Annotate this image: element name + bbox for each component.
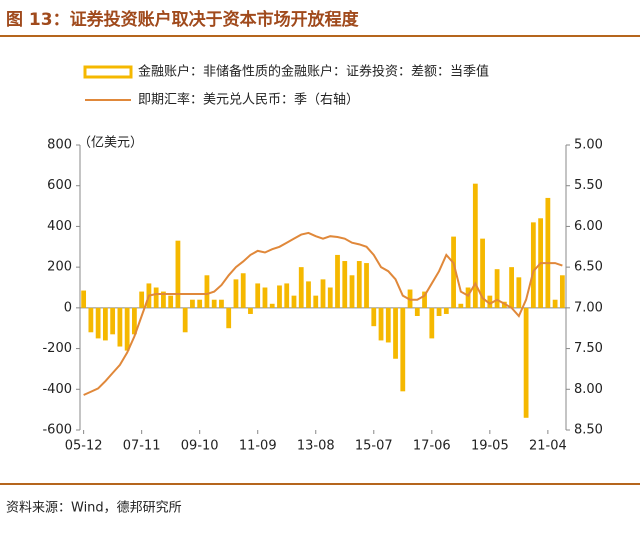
- x-tick-label: 21-04: [529, 439, 567, 454]
- bar: [327, 287, 333, 308]
- bar: [552, 299, 558, 308]
- y2-tick-label: 8.00: [574, 382, 603, 397]
- bar: [190, 299, 195, 308]
- y2-tick-label: 7.00: [574, 300, 603, 315]
- bar: [385, 307, 391, 343]
- bar: [400, 307, 406, 392]
- bar: [494, 269, 500, 308]
- bar: [356, 261, 362, 308]
- x-tick-label: 15-07: [355, 439, 393, 454]
- bar: [451, 236, 456, 308]
- bar: [88, 307, 94, 333]
- bar: [277, 285, 282, 308]
- y-tick-label: -400: [42, 382, 72, 397]
- bar: [124, 307, 130, 351]
- bar: [342, 261, 348, 308]
- bar: [161, 291, 166, 308]
- y-tick-label: -200: [42, 341, 72, 356]
- bar: [422, 291, 427, 308]
- bar: [117, 307, 123, 347]
- bar: [262, 287, 268, 308]
- bar: [233, 279, 239, 308]
- x-tick-label: 17-06: [413, 439, 451, 454]
- bar: [364, 263, 369, 308]
- bar: [335, 254, 340, 308]
- line: [83, 231, 563, 396]
- bar: [559, 275, 565, 308]
- y-tick-label: 200: [47, 260, 72, 275]
- bar: [530, 222, 536, 308]
- x-tick-label: 09-10: [181, 439, 219, 454]
- y2-tick-label: 5.50: [574, 178, 603, 193]
- x-tick-label: 13-08: [297, 439, 335, 454]
- legend-swatch: [83, 65, 133, 79]
- bar: [197, 299, 203, 308]
- x-tick-label: 11-09: [239, 439, 277, 454]
- bar: [349, 275, 355, 308]
- bar: [465, 287, 471, 308]
- legend-label: 金融账户：非储备性质的金融账户：证券投资：差额：当季值: [138, 64, 489, 80]
- y2-tick-label: 6.50: [574, 260, 603, 275]
- bar: [443, 307, 449, 314]
- bar: [255, 283, 261, 308]
- bar: [153, 287, 159, 308]
- y-tick-label: 400: [47, 219, 72, 234]
- bar: [248, 307, 253, 314]
- bar: [291, 295, 297, 308]
- x-tick-label: 19-05: [471, 439, 509, 454]
- bar: [168, 295, 174, 308]
- bar: [436, 307, 442, 316]
- source: 资料来源：Wind，德邦研究所: [6, 501, 182, 516]
- bar: [393, 307, 398, 359]
- bar: [523, 307, 529, 418]
- y-tick-label: 600: [47, 178, 72, 193]
- y2-tick-label: 8.50: [574, 423, 603, 438]
- bar: [240, 273, 246, 308]
- bar: [472, 183, 478, 308]
- y-unit-label: （亿美元）: [78, 136, 143, 151]
- bar: [480, 238, 485, 308]
- bar: [284, 283, 290, 308]
- bar: [487, 295, 493, 308]
- y2-tick-label: 7.50: [574, 341, 603, 356]
- y-tick-label: -600: [42, 423, 72, 438]
- bar: [320, 279, 326, 308]
- bar: [211, 299, 217, 308]
- bar: [139, 291, 145, 308]
- y-tick-label: 0: [64, 300, 72, 315]
- bar: [269, 303, 275, 308]
- bar: [378, 307, 384, 341]
- legend-label: 即期汇率：美元兑人民币：季（右轴）: [138, 92, 359, 108]
- x-tick-label: 05-12: [65, 439, 103, 454]
- bar: [204, 275, 210, 308]
- bar: [516, 277, 522, 308]
- bar: [509, 267, 514, 308]
- bar: [219, 299, 224, 308]
- bar: [110, 307, 116, 335]
- x-tick-label: 07-11: [123, 439, 161, 454]
- bar: [306, 281, 311, 308]
- bar: [298, 267, 304, 308]
- bar: [313, 295, 319, 308]
- bar: [182, 307, 188, 333]
- bar: [102, 307, 108, 341]
- bar: [414, 307, 420, 316]
- bar: [429, 307, 435, 339]
- bar: [95, 307, 101, 339]
- chart-title: 图 13：证券投资账户取决于资本市场开放程度: [6, 9, 360, 30]
- bar: [132, 307, 137, 335]
- bar: [175, 240, 181, 308]
- bar: [81, 290, 87, 308]
- bar: [371, 307, 377, 327]
- y2-tick-label: 5.00: [574, 138, 603, 153]
- y2-tick-label: 6.00: [574, 219, 603, 234]
- bar: [458, 303, 464, 308]
- bar: [226, 307, 232, 329]
- bar: [545, 197, 551, 308]
- y-tick-label: 800: [47, 138, 72, 153]
